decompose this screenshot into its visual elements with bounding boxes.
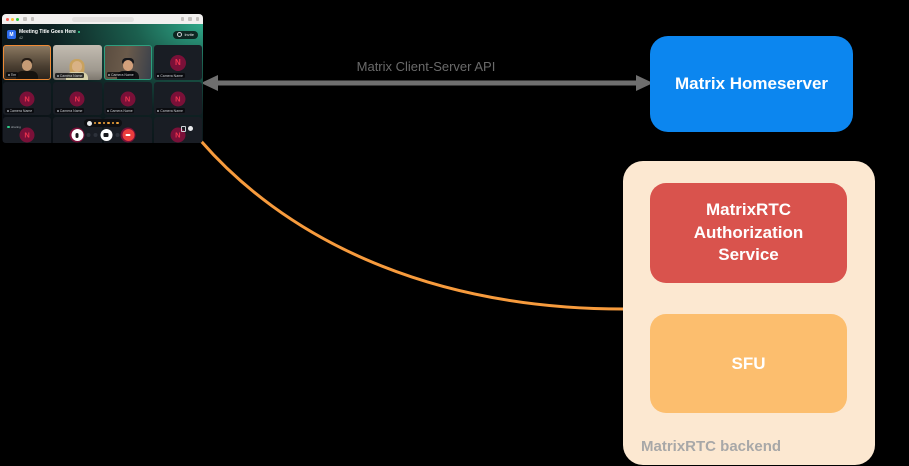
app-logo: M [7, 30, 16, 39]
api-arrow-label: Matrix Client-Server API [356, 59, 496, 74]
auth-service-box: MatrixRTC Authorization Service [650, 183, 847, 283]
encryption-icon [77, 31, 80, 33]
mic-icon [157, 74, 160, 77]
video-tile-local[interactable]: N [153, 117, 202, 143]
more-options-icon[interactable] [188, 126, 193, 132]
matrix-homeserver-box: Matrix Homeserver [650, 36, 853, 132]
participant-name: Camera Name [9, 108, 33, 113]
mic-icon [6, 109, 9, 112]
avatar: N [19, 127, 35, 142]
zoom-window-button[interactable] [16, 17, 19, 21]
settings-button[interactable] [115, 133, 119, 137]
hangup-icon [125, 134, 131, 136]
meeting-title: Meeting Title Goes Here [19, 29, 76, 35]
mic-icon [75, 132, 79, 138]
reactions-bar[interactable] [83, 119, 122, 127]
call-header: M Meeting Title Goes Here 42 Invite [2, 24, 203, 45]
reaction-icon [111, 121, 114, 125]
minimize-window-button[interactable] [11, 17, 14, 21]
reaction-icon [116, 121, 119, 125]
avatar: N [19, 91, 35, 106]
matrixrtc-backend-container: MatrixRTC Authorization Service SFU Matr… [623, 161, 875, 465]
invite-button[interactable]: Invite [173, 30, 198, 39]
close-window-button[interactable] [6, 17, 9, 21]
participant-name: Camera Name [160, 108, 184, 113]
reaction-icon [107, 121, 110, 125]
participant-name: Tim [10, 72, 17, 77]
video-tile-avatar[interactable]: N Camera Name [3, 82, 52, 115]
participant-name: Camera Name [160, 73, 184, 78]
video-tile-avatar[interactable]: N Camera Name [153, 45, 202, 80]
participant-name: Camera Name [110, 108, 133, 113]
add-person-icon [177, 32, 183, 37]
video-tile[interactable]: Camera Name [103, 45, 152, 80]
video-tile-avatar[interactable]: N Camera Name [153, 82, 202, 115]
mic-button[interactable] [71, 129, 83, 141]
screenshare-button[interactable] [86, 133, 90, 137]
expand-icon[interactable] [180, 126, 186, 132]
call-controls [71, 129, 134, 141]
reaction-avatar [86, 120, 92, 126]
share-icon[interactable] [180, 17, 184, 21]
raise-hand-button[interactable] [93, 133, 97, 137]
sfu-box: SFU [650, 314, 847, 413]
mic-icon [107, 109, 109, 112]
reaction-icon [98, 121, 101, 125]
mic-icon [108, 73, 110, 76]
reaction-icon [93, 121, 96, 125]
screenshare-icon [7, 125, 10, 129]
address-bar[interactable] [71, 16, 134, 22]
back-icon[interactable] [30, 17, 34, 21]
hangup-button[interactable] [122, 129, 134, 141]
tabs-icon[interactable] [195, 17, 199, 21]
video-tile-speaking[interactable]: Tim [3, 45, 52, 80]
mic-icon [56, 109, 59, 112]
camera-button[interactable] [100, 129, 112, 141]
mic-icon [7, 73, 10, 76]
call-client-window: M Meeting Title Goes Here 42 Invite Tim [2, 14, 203, 143]
sidebar-icon[interactable] [23, 17, 27, 21]
avatar: N [69, 91, 85, 106]
new-tab-icon[interactable] [188, 17, 192, 21]
avatar: N [170, 91, 186, 106]
participant-name: Camera Name [111, 72, 134, 77]
video-grid: Tim Camera Name Camera Name N Camera Nam… [3, 45, 202, 143]
video-tile-avatar[interactable]: N Camera Name [53, 82, 102, 115]
video-tile[interactable]: Camera Name [53, 45, 102, 80]
camera-icon [103, 133, 109, 137]
call-app: M Meeting Title Goes Here 42 Invite Tim [2, 24, 203, 143]
mic-icon [56, 74, 59, 77]
video-tile-sharing[interactable]: sharing N [3, 117, 52, 143]
reaction-icon [102, 121, 105, 125]
browser-chrome [2, 14, 203, 24]
video-tile-avatar[interactable]: N Camera Name [103, 82, 152, 115]
backend-label: MatrixRTC backend [641, 438, 782, 455]
avatar: N [169, 54, 186, 71]
mic-icon [157, 109, 160, 112]
avatar: N [120, 91, 136, 106]
participant-name: Camera Name [59, 73, 83, 78]
participant-count: 42 [19, 36, 23, 40]
participant-name: Camera Name [59, 108, 83, 113]
sharing-label: sharing [11, 125, 21, 129]
